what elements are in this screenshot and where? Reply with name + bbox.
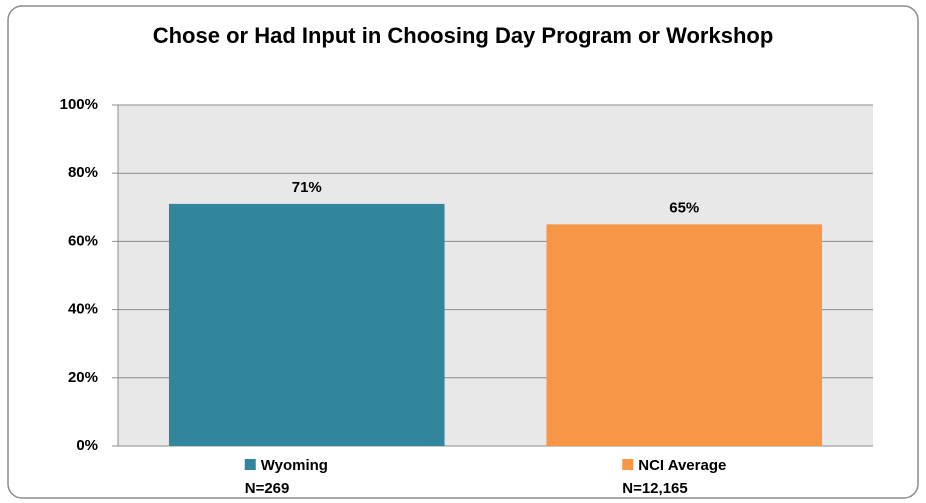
- x-tick-label: NCI Average: [638, 457, 726, 474]
- y-tick-label: 100%: [60, 96, 98, 113]
- y-tick-label: 0%: [76, 437, 98, 454]
- y-tick-label: 20%: [68, 369, 98, 386]
- sample-size-label: N=269: [245, 480, 290, 497]
- data-label: 71%: [292, 179, 322, 196]
- sample-size-label: N=12,165: [622, 480, 687, 497]
- bar: [546, 224, 823, 446]
- x-tick-label: Wyoming: [261, 457, 328, 474]
- bar: [168, 203, 445, 446]
- legend-swatch: [244, 459, 256, 470]
- data-label: 65%: [669, 199, 699, 216]
- y-tick-label: 60%: [68, 232, 98, 249]
- chart-title: Chose or Had Input in Choosing Day Progr…: [152, 23, 774, 48]
- y-tick-label: 40%: [68, 301, 98, 318]
- y-tick-label: 80%: [68, 164, 98, 181]
- legend-swatch: [622, 459, 634, 470]
